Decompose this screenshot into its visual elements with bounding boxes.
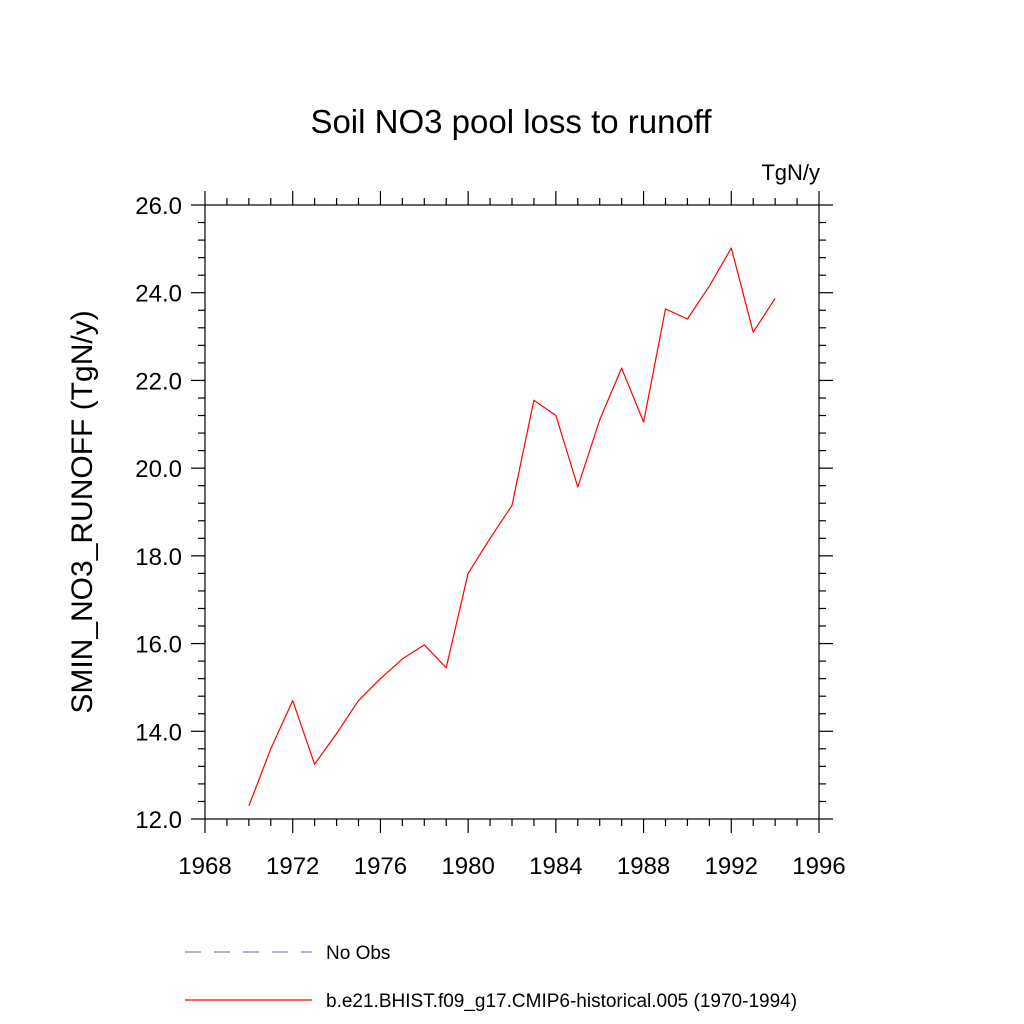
y-tick-label: 24.0	[135, 281, 182, 308]
series-layer	[248, 247, 776, 807]
y-tick-label: 14.0	[135, 719, 182, 746]
axis-tick-labels: 1968 1972 1976 1980 1984 1988 1992 1996 12.0 14.0…	[135, 193, 845, 880]
legend: No Obs b.e21.BHIST.f09_g17.CMIP6-historic…	[185, 943, 797, 1012]
x-tick-label: 1980	[441, 853, 494, 880]
x-tick-label: 1996	[792, 853, 845, 880]
y-tick-label: 22.0	[135, 368, 182, 395]
y-tick-label: 26.0	[135, 193, 182, 220]
x-tick-label: 1976	[354, 853, 407, 880]
x-tick-label: 1984	[529, 853, 582, 880]
y-tick-label: 16.0	[135, 632, 182, 659]
x-tick-label: 1968	[178, 853, 231, 880]
y-tick-label: 20.0	[135, 456, 182, 483]
y-tick-label: 12.0	[135, 807, 182, 834]
x-tick-label: 1972	[266, 853, 319, 880]
y-axis-label: SMIN_NO3_RUNOFF (TgN/y)	[66, 310, 99, 713]
x-tick-label: 1988	[617, 853, 670, 880]
x-tick-label: 1992	[705, 853, 758, 880]
legend-label: b.e21.BHIST.f09_g17.CMIP6-historical.005…	[326, 991, 797, 1012]
legend-label: No Obs	[326, 943, 390, 964]
series-line	[248, 247, 776, 807]
chart-title: Soil NO3 pool loss to runoff	[310, 103, 712, 140]
y-tick-label: 18.0	[135, 544, 182, 571]
units-label: TgN/y	[761, 160, 820, 185]
axis-ticks	[191, 191, 833, 833]
plot-frame	[204, 204, 820, 820]
